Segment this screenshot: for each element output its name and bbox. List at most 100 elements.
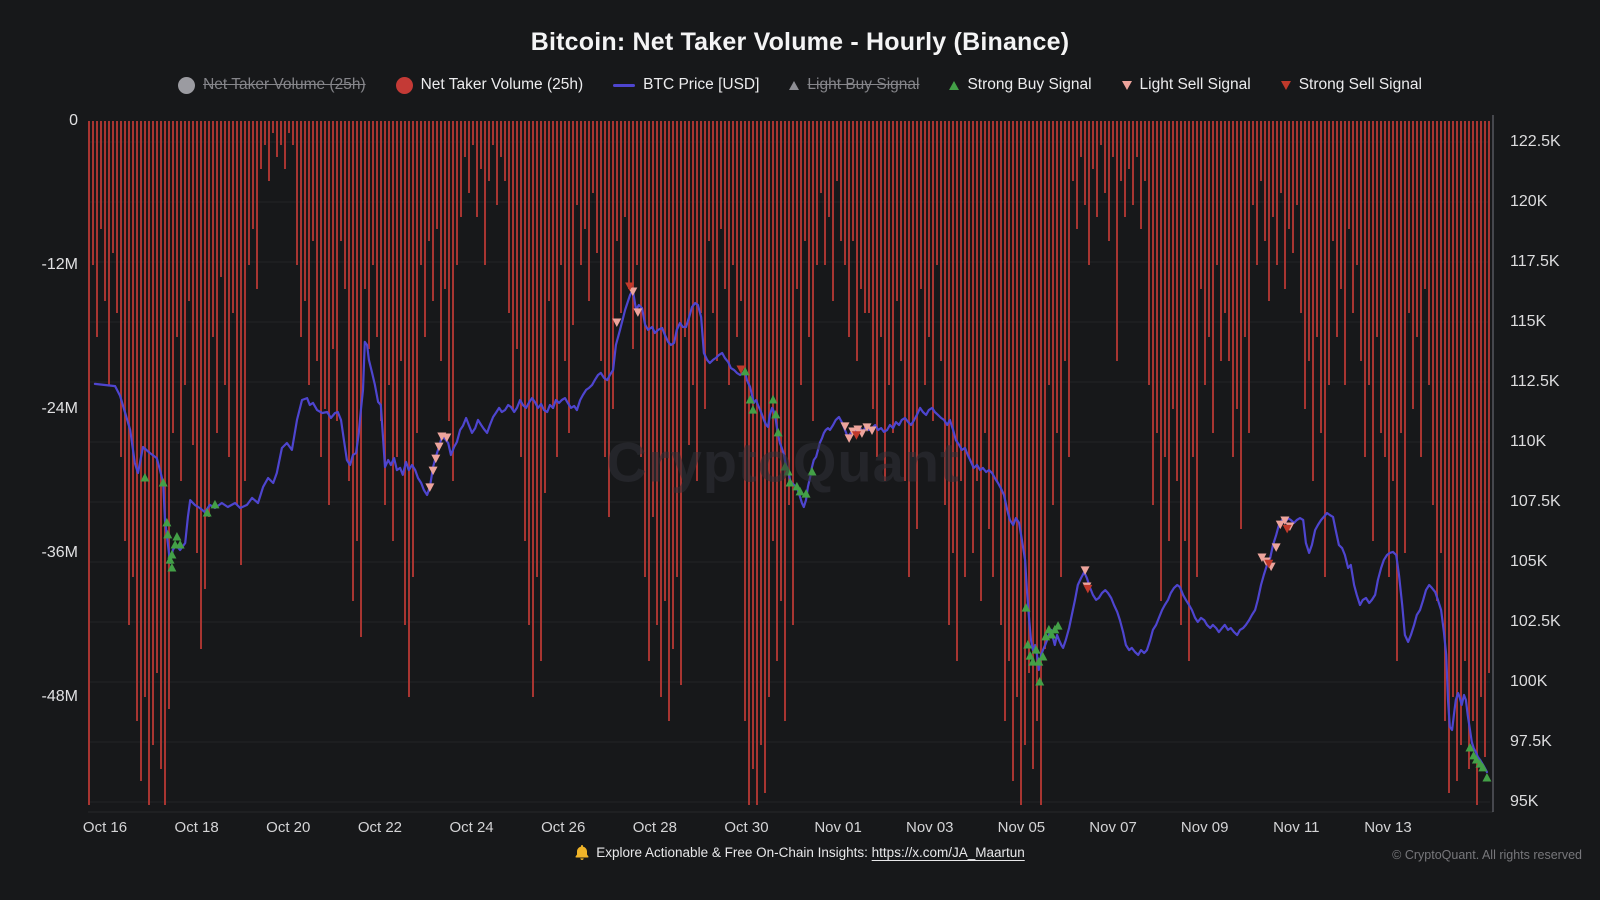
legend-item-strong-buy-signal[interactable]: Strong Buy Signal: [949, 76, 1092, 94]
volume-bar: [176, 121, 178, 337]
volume-bar: [1028, 121, 1030, 673]
volume-bar: [940, 121, 942, 361]
strong-sell-signal-marker: [625, 282, 635, 291]
legend-item-net-taker-volume-25h-[interactable]: Net Taker Volume (25h): [178, 76, 366, 94]
volume-bar: [1004, 121, 1006, 721]
light-sell-signal-marker: [431, 454, 441, 464]
volume-bar: [704, 121, 706, 409]
volume-bar: [232, 121, 234, 313]
strong-sell-signal-marker: [1282, 524, 1292, 534]
light-sell-signal-marker: [434, 442, 444, 452]
strong-buy-signal-marker: [785, 478, 795, 487]
volume-bar: [928, 121, 930, 337]
volume-bar: [616, 121, 618, 241]
volume-bar: [1100, 121, 1102, 145]
volume-bar: [816, 121, 818, 265]
volume-bar: [452, 121, 454, 481]
page-title: Bitcoin: Net Taker Volume - Hourly (Bina…: [530, 28, 1070, 56]
volume-bar: [524, 121, 526, 541]
volume-bar: [464, 121, 466, 157]
volume-bar: [356, 121, 358, 541]
volume-bar: [532, 121, 534, 697]
volume-bar: [1192, 121, 1194, 457]
volume-bar: [520, 121, 522, 457]
legend-label: Strong Buy Signal: [967, 76, 1092, 93]
strong-buy-signal-marker: [773, 427, 783, 437]
y-right-tick: 102.5K: [1510, 613, 1561, 630]
legend-label: Light Buy Signal: [807, 76, 920, 93]
legend-item-light-buy-signal[interactable]: Light Buy Signal: [789, 76, 919, 94]
volume-bar: [1108, 121, 1110, 241]
volume-bar: [624, 121, 626, 217]
volume-bar: [300, 121, 302, 337]
volume-bar: [1104, 121, 1106, 193]
legend-item-strong-sell-signal[interactable]: Strong Sell Signal: [1280, 76, 1422, 94]
x-tick: Oct 20: [266, 819, 311, 836]
volume-bar: [620, 121, 622, 313]
legend-item-net-taker-volume-25h-[interactable]: Net Taker Volume (25h): [395, 76, 583, 94]
volume-bar: [1380, 121, 1382, 433]
volume-bar: [392, 121, 394, 541]
volume-bar: [1292, 121, 1294, 253]
legend-item-btc-price-usd-[interactable]: BTC Price [USD]: [613, 76, 759, 94]
light-sell-signal-marker: [1080, 566, 1090, 575]
volume-bar: [296, 121, 298, 265]
volume-bar: [268, 121, 270, 181]
volume-bar: [164, 121, 166, 805]
volume-bar: [1180, 121, 1182, 625]
volume-bar: [832, 121, 834, 301]
volume-bar: [860, 121, 862, 289]
volume-bar: [828, 121, 830, 217]
volume-bar: [568, 121, 570, 433]
volume-bar: [352, 121, 354, 601]
x-tick: Nov 09: [1180, 819, 1229, 836]
light-sell-signal-marker: [844, 434, 854, 443]
strong-buy-signal-marker: [1053, 621, 1063, 630]
volume-bar: [1332, 121, 1334, 241]
y-right-tick: 105K: [1510, 553, 1548, 570]
y-right-tick: 115K: [1510, 313, 1547, 330]
volume-bar: [264, 121, 266, 145]
volume-bar: [748, 121, 750, 805]
volume-bar: [184, 121, 186, 385]
volume-bar: [612, 121, 614, 409]
volume-bar: [404, 121, 406, 625]
volume-bar: [1248, 121, 1250, 433]
footer: Explore Actionable & Free On-Chain Insig…: [0, 845, 1600, 863]
volume-bar: [604, 121, 606, 457]
volume-bar: [640, 121, 642, 457]
volume-bar: [588, 121, 590, 301]
volume-bar: [1068, 121, 1070, 457]
x-tick: Nov 03: [905, 819, 954, 836]
volume-bar: [980, 121, 982, 601]
strong-buy-signal-marker: [783, 467, 793, 476]
y-right-tick: 110K: [1510, 433, 1547, 450]
volume-bar: [1212, 121, 1214, 433]
volume-bar: [812, 121, 814, 421]
volume-bar: [956, 121, 958, 661]
volume-bar: [584, 121, 586, 229]
legend-item-light-sell-signal[interactable]: Light Sell Signal: [1121, 76, 1251, 94]
volume-bar: [92, 121, 94, 265]
volume-bar: [368, 121, 370, 349]
volume-bar: [824, 121, 826, 265]
volume-bar: [428, 121, 430, 241]
volume-bar: [872, 121, 874, 409]
volume-bar: [1344, 121, 1346, 385]
strong-buy-signal-marker: [163, 529, 173, 539]
volume-bar: [540, 121, 542, 661]
volume-bar: [556, 121, 558, 457]
volume-bar: [1288, 121, 1290, 229]
volume-bar: [648, 121, 650, 661]
footer-link[interactable]: https://x.com/JA_Maartun: [871, 845, 1025, 860]
volume-bar: [560, 121, 562, 265]
strong-buy-signal-marker: [1025, 651, 1035, 660]
volume-bar: [132, 121, 134, 577]
circle-icon: [178, 76, 196, 94]
volume-bar: [420, 121, 422, 265]
volume-bar: [1272, 121, 1274, 217]
y-left-tick: -24M: [41, 400, 78, 417]
volume-bar: [1300, 121, 1302, 313]
line-icon: [613, 83, 636, 87]
volume-bar: [684, 121, 686, 337]
